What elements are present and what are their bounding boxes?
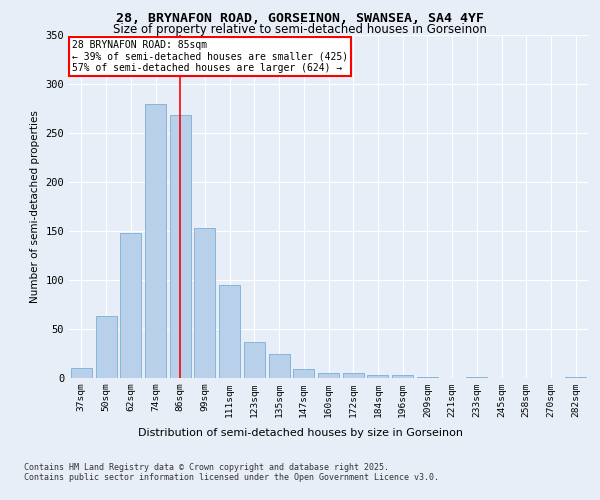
Bar xyxy=(219,284,240,378)
Bar xyxy=(71,368,92,378)
Text: Contains HM Land Registry data © Crown copyright and database right 2025.: Contains HM Land Registry data © Crown c… xyxy=(24,462,389,471)
Bar xyxy=(170,115,191,378)
Bar xyxy=(466,376,487,378)
Text: Distribution of semi-detached houses by size in Gorseinon: Distribution of semi-detached houses by … xyxy=(137,428,463,438)
Text: Contains public sector information licensed under the Open Government Licence v3: Contains public sector information licen… xyxy=(24,472,439,482)
Bar xyxy=(145,104,166,378)
Bar xyxy=(343,372,364,378)
Text: Size of property relative to semi-detached houses in Gorseinon: Size of property relative to semi-detach… xyxy=(113,22,487,36)
Text: 28 BRYNAFON ROAD: 85sqm
← 39% of semi-detached houses are smaller (425)
57% of s: 28 BRYNAFON ROAD: 85sqm ← 39% of semi-de… xyxy=(71,40,348,74)
Bar xyxy=(293,368,314,378)
Bar xyxy=(565,376,586,378)
Bar xyxy=(194,228,215,378)
Bar xyxy=(244,342,265,378)
Y-axis label: Number of semi-detached properties: Number of semi-detached properties xyxy=(30,110,40,302)
Bar xyxy=(367,374,388,378)
Bar xyxy=(269,354,290,378)
Bar xyxy=(95,316,116,378)
Text: 28, BRYNAFON ROAD, GORSEINON, SWANSEA, SA4 4YF: 28, BRYNAFON ROAD, GORSEINON, SWANSEA, S… xyxy=(116,12,484,26)
Bar xyxy=(318,372,339,378)
Bar xyxy=(392,374,413,378)
Bar xyxy=(417,376,438,378)
Bar xyxy=(120,232,141,378)
